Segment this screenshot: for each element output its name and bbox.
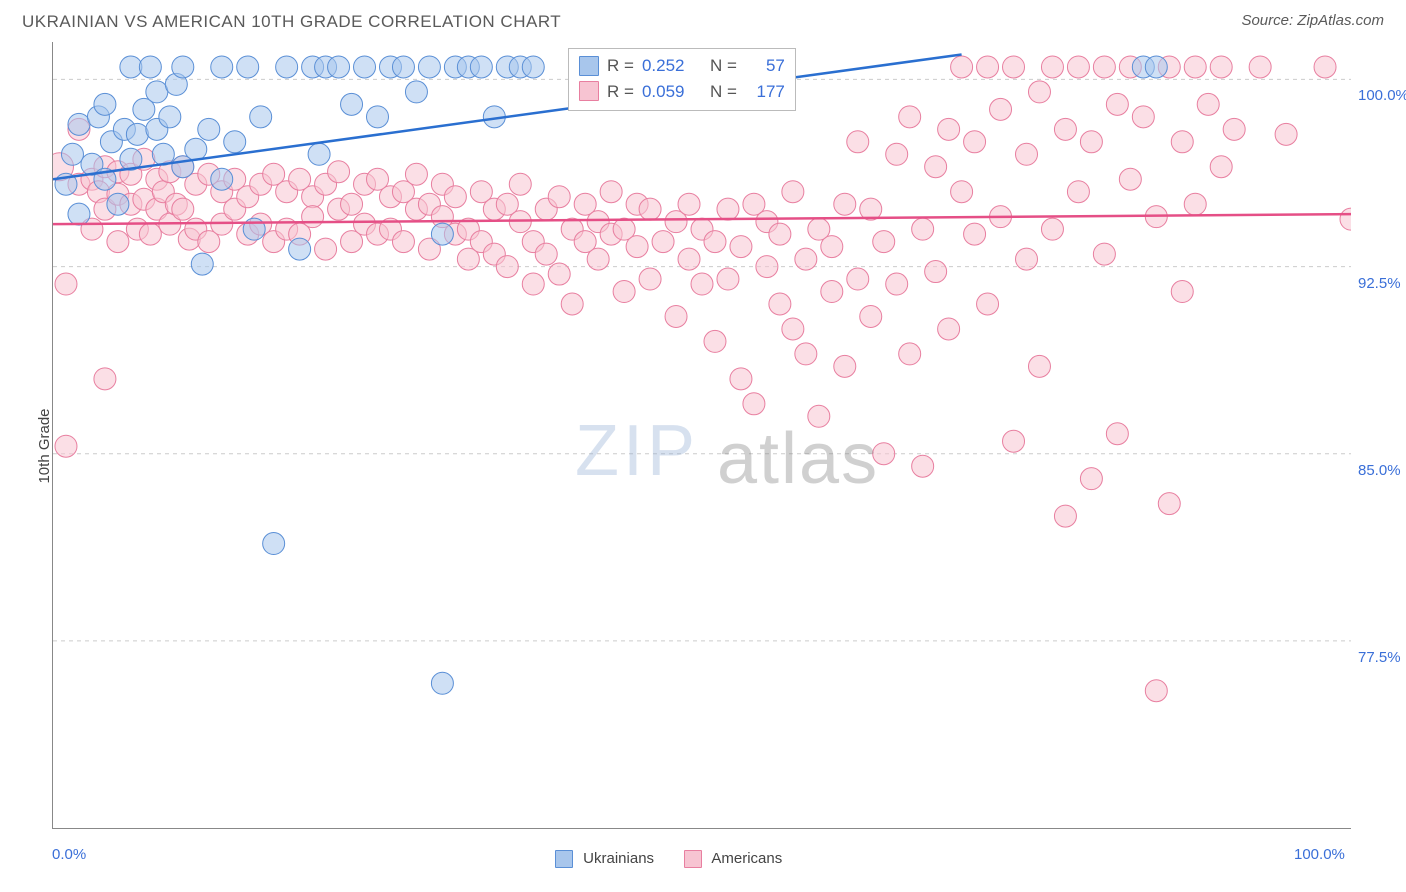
legend-bottom: Ukrainians Americans	[555, 850, 782, 868]
r-label: R =	[607, 79, 634, 105]
chart-container: UKRAINIAN VS AMERICAN 10TH GRADE CORRELA…	[0, 0, 1406, 892]
stats-legend: R = 0.252 N = 57 R = 0.059 N = 177	[568, 48, 796, 111]
legend-label-pink: Americans	[711, 850, 782, 867]
n-value-blue: 57	[745, 53, 785, 79]
source-label: Source: ZipAtlas.com	[1241, 12, 1384, 29]
r-label: R =	[607, 53, 634, 79]
y-tick-label: 85.0%	[1358, 462, 1401, 479]
y-tick-label: 77.5%	[1358, 649, 1401, 666]
r-value-pink: 0.059	[642, 79, 702, 105]
y-axis-label: 10th Grade	[36, 408, 53, 483]
swatch-pink	[579, 81, 599, 101]
x-tick-label: 0.0%	[52, 846, 86, 863]
n-label: N =	[710, 79, 737, 105]
swatch-blue	[555, 850, 573, 868]
legend-item-ukrainians: Ukrainians	[555, 850, 654, 868]
swatch-blue	[579, 56, 599, 76]
n-value-pink: 177	[745, 79, 785, 105]
watermark-zip: ZIP	[575, 410, 699, 492]
scatter-plot	[52, 42, 1351, 829]
stats-row-ukrainians: R = 0.252 N = 57	[579, 53, 785, 79]
watermark-atlas: atlas	[717, 418, 879, 500]
x-tick-label: 100.0%	[1294, 846, 1345, 863]
y-tick-label: 92.5%	[1358, 275, 1401, 292]
legend-item-americans: Americans	[684, 850, 782, 868]
stats-row-americans: R = 0.059 N = 177	[579, 79, 785, 105]
legend-label-blue: Ukrainians	[583, 850, 654, 867]
swatch-pink	[684, 850, 702, 868]
chart-title: UKRAINIAN VS AMERICAN 10TH GRADE CORRELA…	[22, 12, 561, 32]
y-tick-label: 100.0%	[1358, 87, 1406, 104]
r-value-blue: 0.252	[642, 53, 702, 79]
n-label: N =	[710, 53, 737, 79]
